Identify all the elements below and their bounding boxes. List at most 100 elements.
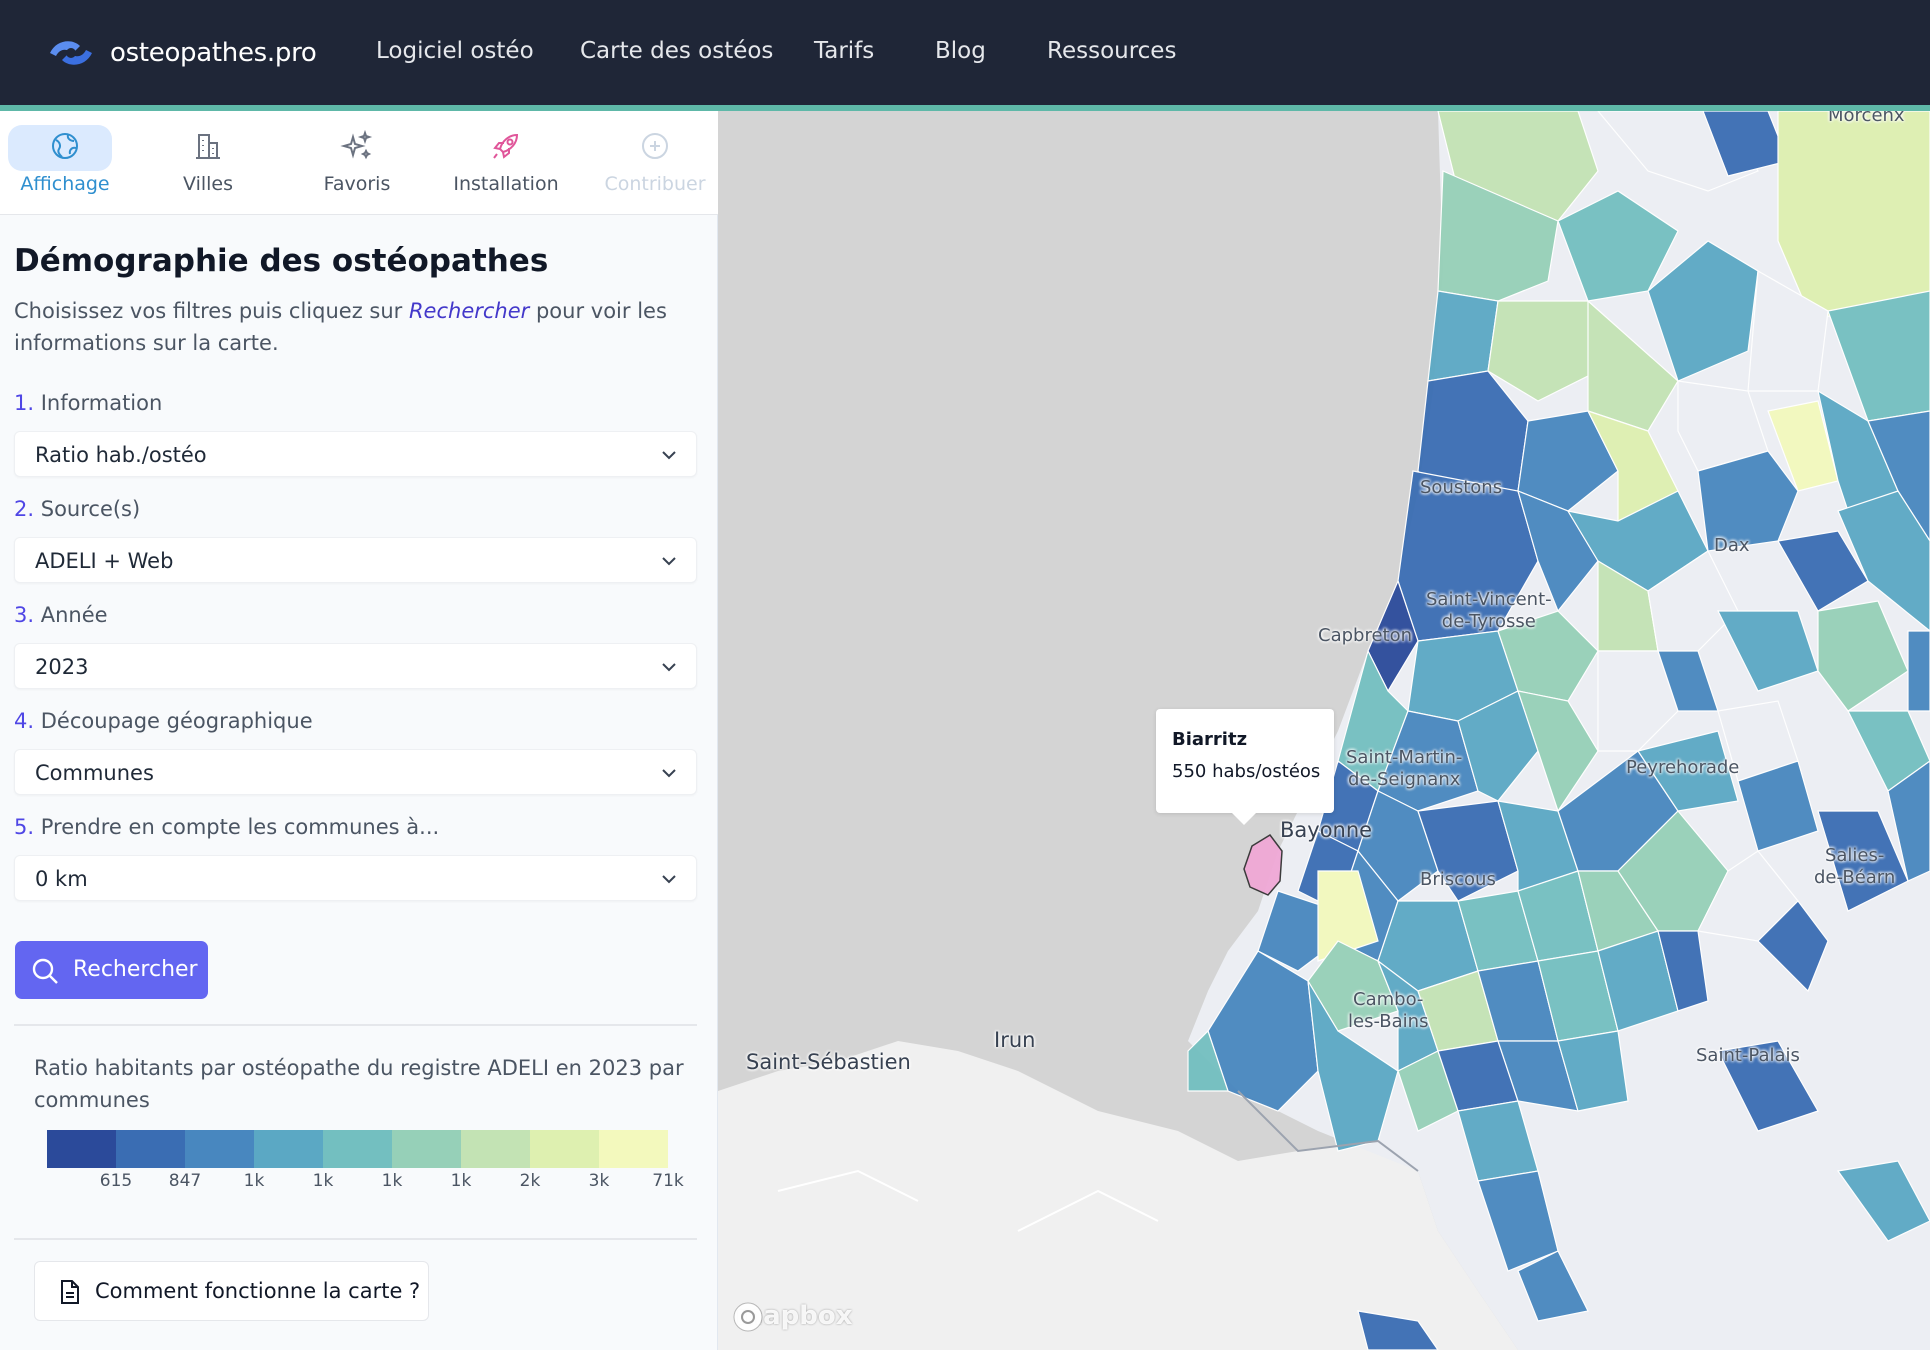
buildings-icon xyxy=(196,134,220,159)
filter-label-information: 1. Information xyxy=(14,391,163,415)
place-label-saint-vincent: Saint-Vincent- de-Tyrosse xyxy=(1426,589,1552,632)
select-decoupage[interactable]: Communes xyxy=(14,749,697,795)
legend-tick-label: 3k xyxy=(588,1171,610,1191)
tooltip-value: 550 habs/ostéos xyxy=(1172,761,1321,782)
legend-tick-label: 1k xyxy=(450,1171,472,1191)
tab-label: Installation xyxy=(453,173,559,195)
nav-link-tarifs[interactable]: Tarifs xyxy=(814,38,875,64)
brand-name: osteopathes.pro xyxy=(110,38,317,68)
legend-swatch xyxy=(254,1130,323,1168)
map-tooltip: Biarritz 550 habs/ostéos xyxy=(1156,709,1334,825)
place-label-irun: Irun xyxy=(994,1028,1036,1052)
search-icon xyxy=(32,958,58,984)
place-label-salies: Salies- de-Béarn xyxy=(1814,845,1896,888)
tab-label: Affichage xyxy=(20,173,110,195)
place-label-bayonne: Bayonne xyxy=(1280,818,1373,842)
choropleth-communes xyxy=(1187,111,1930,1350)
chevron-down-icon xyxy=(662,451,676,460)
tab-label: Contribuer xyxy=(604,173,706,195)
globe-icon xyxy=(52,133,78,159)
select-value: ADELI + Web xyxy=(35,549,174,573)
select-value: 2023 xyxy=(35,655,89,679)
place-label-cambo: Cambo- les-Bains xyxy=(1348,989,1429,1032)
chevron-down-icon xyxy=(662,557,676,566)
legend-swatch xyxy=(47,1130,116,1168)
panel-title: Démographie des ostéopathes xyxy=(14,243,549,279)
tab-label: Villes xyxy=(182,173,233,195)
place-label-saint-palais: Saint-Palais xyxy=(1696,1045,1800,1066)
nav-link-blog[interactable]: Blog xyxy=(935,38,986,64)
place-label-peyrehorade: Peyrehorade xyxy=(1626,757,1740,778)
select-value: Ratio hab./ostéo xyxy=(35,443,207,467)
select-value: Communes xyxy=(35,761,154,785)
filter-label-rayon: 5. Prendre en compte les communes à... xyxy=(14,815,440,839)
legend-tick-label: 1k xyxy=(381,1171,403,1191)
place-label-briscous: Briscous xyxy=(1420,869,1496,890)
top-navbar: osteopathes.pro Logiciel ostéo Carte des… xyxy=(0,0,1930,106)
legend-tick-label: 615 xyxy=(99,1171,133,1191)
select-annee[interactable]: 2023 xyxy=(14,643,697,689)
select-sources[interactable]: ADELI + Web xyxy=(14,537,697,583)
chevron-down-icon xyxy=(662,875,676,884)
mapbox-icon xyxy=(733,1302,763,1332)
tab-label: Favoris xyxy=(323,173,391,195)
filter-label-sources: 2. Source(s) xyxy=(14,497,141,521)
sidebar: Affichage Villes Favoris Inst xyxy=(0,111,718,1350)
legend-tick-label: 71k xyxy=(652,1171,684,1191)
description-text: pour voir les informations sur la carte. xyxy=(14,299,667,355)
plus-circle-icon xyxy=(642,133,668,159)
select-value: 0 km xyxy=(35,867,88,891)
description-link: Rechercher xyxy=(408,299,530,323)
legend-swatch xyxy=(392,1130,461,1168)
divider xyxy=(14,1024,697,1026)
tab-affichage[interactable]: Affichage xyxy=(6,125,124,211)
chevron-down-icon xyxy=(662,663,676,672)
help-button[interactable]: Comment fonctionne la carte ? xyxy=(34,1261,429,1321)
sidebar-tabs: Affichage Villes Favoris Inst xyxy=(0,111,718,215)
tooltip-title: Biarritz xyxy=(1172,729,1248,750)
legend-tick-label: 2k xyxy=(519,1171,541,1191)
legend-swatch xyxy=(323,1130,392,1168)
nav-link-logiciel[interactable]: Logiciel ostéo xyxy=(376,38,534,64)
legend-swatch xyxy=(599,1130,668,1168)
legend-swatch xyxy=(185,1130,254,1168)
legend-title: Ratio habitants par ostéopathe du regist… xyxy=(34,1056,684,1112)
mapbox-attribution[interactable]: mapbox xyxy=(732,1301,853,1332)
land-spain xyxy=(718,1041,1518,1350)
tab-favoris[interactable]: Favoris xyxy=(298,125,416,211)
divider xyxy=(14,1238,697,1240)
filter-label-decoupage: 4. Découpage géographique xyxy=(14,709,313,733)
tab-installation[interactable]: Installation xyxy=(447,125,565,211)
place-label-saint-martin: Saint-Martin- de-Seignanx xyxy=(1346,747,1463,790)
place-label-capbreton: Capbreton xyxy=(1318,625,1413,646)
search-button-label: Rechercher xyxy=(73,957,198,982)
tab-villes[interactable]: Villes xyxy=(149,125,267,211)
nav-link-carte[interactable]: Carte des ostéos xyxy=(580,38,774,64)
brand-logo[interactable]: osteopathes.pro xyxy=(46,36,317,70)
place-label-dax: Dax xyxy=(1714,535,1750,556)
panel-description: Choisissez vos filtres puis cliquez sur … xyxy=(14,295,694,359)
legend-color-bar xyxy=(47,1130,668,1168)
help-button-label: Comment fonctionne la carte ? xyxy=(95,1279,421,1303)
chevron-down-icon xyxy=(662,769,676,778)
select-information[interactable]: Ratio hab./ostéo xyxy=(14,431,697,477)
map-view[interactable]: Morcenx Soustons Dax Saint-Vincent- de-T… xyxy=(718,111,1930,1350)
rocket-icon xyxy=(493,133,519,159)
place-label-morcenx: Morcenx xyxy=(1828,111,1905,126)
place-label-soustons: Soustons xyxy=(1420,477,1503,498)
place-label-saint-sebastien: Saint-Sébastien xyxy=(746,1050,911,1074)
navbar-accent-line xyxy=(0,105,1930,111)
select-rayon[interactable]: 0 km xyxy=(14,855,697,901)
legend-swatch xyxy=(530,1130,599,1168)
legend-swatch xyxy=(116,1130,185,1168)
sparkles-icon xyxy=(340,129,373,160)
document-icon xyxy=(61,1280,79,1304)
legend-swatch xyxy=(461,1130,530,1168)
legend-tick-label: 847 xyxy=(168,1171,202,1191)
biarritz-commune[interactable] xyxy=(1243,834,1283,896)
search-button[interactable]: Rechercher xyxy=(15,941,208,999)
tab-contribuer[interactable]: Contribuer xyxy=(596,125,714,211)
nav-link-ressources[interactable]: Ressources xyxy=(1047,38,1177,64)
filter-label-annee: 3. Année xyxy=(14,603,108,627)
description-text: Choisissez vos filtres puis cliquez sur xyxy=(14,299,409,323)
